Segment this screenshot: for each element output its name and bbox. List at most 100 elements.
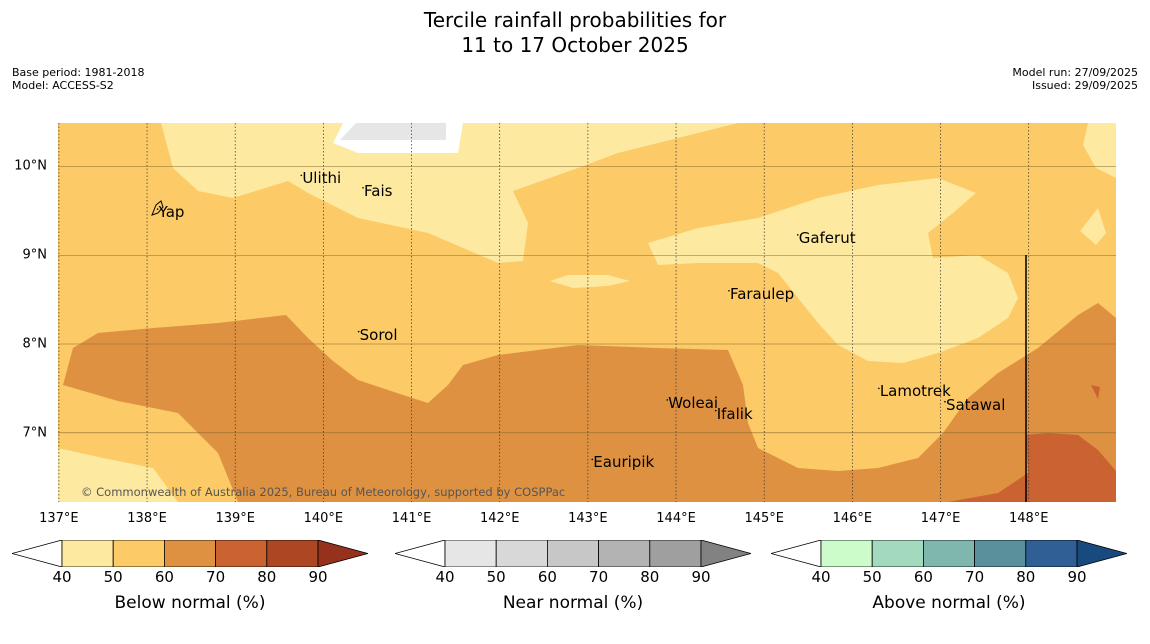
colorbar-tick: 50: [862, 568, 882, 586]
colorbar-tick: 80: [1016, 568, 1036, 586]
colorbar-segment: [1025, 540, 1078, 567]
region-near-40-50-inner: [340, 123, 446, 140]
latitude-label: 8°N: [22, 336, 48, 352]
colorbar-tick: 40: [811, 568, 831, 586]
colorbar-under-arrow: [395, 540, 446, 567]
place-label: Lamotrek: [879, 382, 951, 401]
colorbar-segment: [598, 540, 651, 567]
place-label: Fais: [364, 181, 393, 200]
longitude-label: 139°E: [215, 511, 255, 526]
longitude-label: 146°E: [832, 511, 873, 526]
region-40-50-center-blob: [550, 275, 630, 288]
place-marker: [300, 174, 303, 177]
place-marker: [362, 186, 364, 189]
colorbar-tick: 70: [965, 568, 985, 586]
colorbar-segment: [871, 540, 924, 567]
place-marker: [357, 330, 360, 333]
colorbar-segment: [215, 540, 268, 567]
colorbar-tick: 80: [640, 568, 660, 586]
region-40-50-east-small: [1080, 208, 1106, 245]
colorbar-title: Above normal (%): [872, 593, 1026, 613]
place-label: Gaferut: [798, 228, 856, 247]
place-marker: [666, 399, 669, 401]
longitude-label: 148°E: [1008, 511, 1049, 526]
latitude-label: 10°N: [14, 158, 47, 174]
colorbar-segment: [974, 540, 1027, 567]
colorbar-tick: 50: [486, 568, 506, 586]
colorbar-tick: 90: [691, 568, 711, 586]
place-marker: [878, 387, 880, 390]
longitude-label: 143°E: [568, 511, 608, 526]
colorbar-segment: [546, 540, 599, 567]
title-line-1: Tercile rainfall probabilities for: [423, 8, 727, 32]
colorbar-under-arrow: [12, 540, 63, 567]
colorbar-tick: 40: [435, 568, 455, 586]
colorbar-segment: [922, 540, 975, 567]
colorbar-segment: [444, 540, 497, 567]
colorbar-over-arrow: [1076, 540, 1127, 567]
map-title: Tercile rainfall probabilities for 11 to…: [0, 8, 1150, 58]
place-marker: [944, 400, 946, 403]
region-40-50-east: [648, 178, 1018, 363]
place-markers: [156, 174, 946, 461]
longitude-label: 141°E: [391, 511, 432, 526]
region-60-70-south: [63, 303, 1116, 502]
place-marker: [591, 458, 594, 461]
colorbar-title: Near normal (%): [502, 593, 644, 613]
yap-island: [151, 200, 164, 216]
longitude-label: 147°E: [920, 511, 961, 526]
colorbar-over-arrow: [700, 540, 751, 567]
place-marker: [728, 289, 730, 292]
longitude-label: 145°E: [744, 511, 784, 526]
colorbar-segment: [495, 540, 548, 567]
place-marker: [714, 409, 717, 412]
model-name: Model: ACCESS-S2: [12, 79, 114, 92]
latitude-label: 7°N: [22, 425, 48, 441]
colorbar: [395, 540, 751, 567]
colorbar-tick: 40: [52, 568, 72, 586]
base-period: Base period: 1981-2018: [12, 66, 145, 79]
longitude-label: 142°E: [479, 511, 520, 526]
place-label: Yap: [158, 203, 185, 222]
region-70-80-spot: [1091, 385, 1100, 399]
colorbar-tick: 60: [913, 568, 933, 586]
colorbar-over-arrow: [317, 540, 368, 567]
place-label: Woleai: [668, 393, 719, 412]
longitude-label: 137°E: [39, 511, 79, 526]
region-40-50-southwest: [58, 448, 178, 502]
colorbar-segment: [163, 540, 216, 567]
colorbar-tick: 70: [206, 568, 226, 586]
colorbar-segment: [112, 540, 165, 567]
colorbar: [12, 540, 368, 567]
colorbar-tick: 50: [103, 568, 123, 586]
region-70-80-southeast: [948, 433, 1116, 502]
colorbar-tick: 70: [589, 568, 609, 586]
place-marker: [796, 234, 799, 236]
colorbar-segment: [266, 540, 319, 567]
colorbar-tick: 90: [308, 568, 328, 586]
place-label: Faraulep: [729, 284, 795, 303]
place-label: Ulithi: [302, 169, 342, 188]
colorbar-tick: 60: [537, 568, 557, 586]
title-line-2: 11 to 17 October 2025: [461, 33, 689, 57]
colorbar-tick: 80: [257, 568, 277, 586]
colorbar-title: Below normal (%): [114, 593, 266, 613]
map-svg: [58, 123, 1116, 502]
longitude-label: 140°E: [303, 511, 344, 526]
probability-map: [58, 123, 1116, 502]
place-label: Satawal: [945, 395, 1006, 414]
model-run: Model run: 27/09/2025: [1012, 66, 1138, 79]
colorbar-segment: [820, 540, 873, 567]
colorbar-tick: 60: [154, 568, 174, 586]
issued-date: Issued: 29/09/2025: [1031, 79, 1138, 92]
longitude-label: 144°E: [656, 511, 696, 526]
colorbar-segment: [649, 540, 702, 567]
colorbar-tick: 90: [1067, 568, 1087, 586]
grid-lines: [58, 123, 1116, 502]
colorbar: [771, 540, 1127, 567]
place-label: Sorol: [359, 325, 398, 344]
latitude-label: 9°N: [22, 247, 48, 263]
meta-left: Base period: 1981-2018 Model: ACCESS-S2: [12, 66, 144, 92]
meta-right: Model run: 27/09/2025 Issued: 29/09/2025: [1012, 66, 1138, 92]
place-label: Eauripik: [593, 453, 655, 472]
